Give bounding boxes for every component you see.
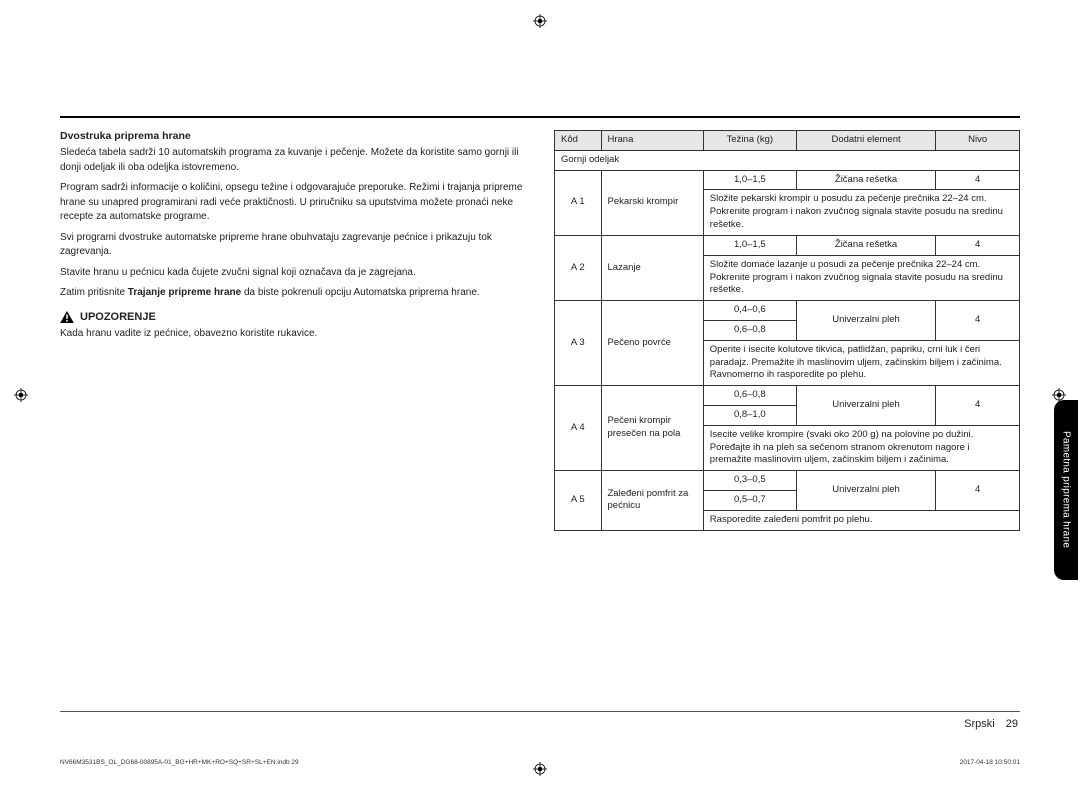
cell-weight: 0,4–0,6 xyxy=(703,301,796,321)
print-footprint: NV66M3531BS_OL_DG68-00895A-01_BG+HR+MK+R… xyxy=(60,759,1020,766)
cell-food: Zaleđeni pomfrit za pećnicu xyxy=(601,471,703,530)
paragraph: Svi programi dvostruke automatske pripre… xyxy=(60,231,526,260)
left-column: Dvostruka priprema hrane Sledeća tabela … xyxy=(60,130,526,531)
table-row: A 3 Pečeno povrće 0,4–0,6 Univerzalni pl… xyxy=(555,301,1020,321)
cell-level: 4 xyxy=(936,235,1020,255)
footer-rule xyxy=(60,711,1020,712)
table-header-row: Kôd Hrana Težina (kg) Dodatni element Ni… xyxy=(555,131,1020,151)
cell-weight: 0,5–0,7 xyxy=(703,491,796,511)
table-row: A 1 Pekarski krompir 1,0–1,5 Žičana reše… xyxy=(555,170,1020,190)
cell-food: Pečeno povrće xyxy=(601,301,703,386)
cell-weight: 1,0–1,5 xyxy=(703,170,796,190)
warning-heading: UPOZORENJE xyxy=(60,311,526,323)
cell-weight: 0,8–1,0 xyxy=(703,406,796,426)
cell-level: 4 xyxy=(936,471,1020,511)
th-level: Nivo xyxy=(936,131,1020,151)
text: Zatim pritisnite xyxy=(60,287,128,298)
footer-language: Srpski xyxy=(964,718,995,730)
cell-note: Rasporedite zaleđeni pomfrit po plehu. xyxy=(703,510,1019,530)
cell-level: 4 xyxy=(936,301,1020,341)
cell-weight: 0,6–0,8 xyxy=(703,320,796,340)
cell-food: Pekarski krompir xyxy=(601,170,703,235)
paragraph: Sledeća tabela sadrži 10 automatskih pro… xyxy=(60,146,526,175)
cell-note: Operite i isecite kolutove tikvica, patl… xyxy=(703,340,1019,385)
cell-acc: Univerzalni pleh xyxy=(796,386,936,426)
th-weight: Težina (kg) xyxy=(703,131,796,151)
crop-mark-left xyxy=(14,388,28,402)
cell-code: A 1 xyxy=(555,170,602,235)
footprint-file: NV66M3531BS_OL_DG68-00895A-01_BG+HR+MK+R… xyxy=(60,759,299,766)
th-food: Hrana xyxy=(601,131,703,151)
cell-note: Isecite velike krompire (svaki oko 200 g… xyxy=(703,425,1019,470)
th-acc: Dodatni element xyxy=(796,131,936,151)
cell-note: Složite domaće lazanje u posudi za pečen… xyxy=(703,255,1019,300)
page-content: Dvostruka priprema hrane Sledeća tabela … xyxy=(60,48,1020,742)
paragraph: Stavite hranu u pećnicu kada čujete zvuč… xyxy=(60,266,526,281)
table-row: A 5 Zaleđeni pomfrit za pećnicu 0,3–0,5 … xyxy=(555,471,1020,491)
cell-code: A 2 xyxy=(555,235,602,300)
text: da biste pokrenuli opciju Automatska pri… xyxy=(241,287,479,298)
footer-page-number: 29 xyxy=(1006,718,1018,730)
right-column: Kôd Hrana Težina (kg) Dodatni element Ni… xyxy=(554,130,1020,531)
footprint-timestamp: 2017-04-18 10:50:01 xyxy=(960,759,1020,766)
cell-food: Lazanje xyxy=(601,235,703,300)
warning-text: Kada hranu vadite iz pećnice, obavezno k… xyxy=(60,327,526,342)
cell-food: Pečeni krompir presečen na pola xyxy=(601,386,703,471)
table-section-row: Gornji odeljak xyxy=(555,150,1020,170)
cell-note: Složite pekarski krompir u posudu za peč… xyxy=(703,190,1019,235)
section-heading: Dvostruka priprema hrane xyxy=(60,130,526,142)
cell-level: 4 xyxy=(936,170,1020,190)
top-rule xyxy=(60,116,1020,118)
inline-bold: Trajanje pripreme hrane xyxy=(128,287,241,298)
cell-code: A 3 xyxy=(555,301,602,386)
cell-weight: 0,6–0,8 xyxy=(703,386,796,406)
section-label: Gornji odeljak xyxy=(555,150,1020,170)
cell-code: A 4 xyxy=(555,386,602,471)
cell-code: A 5 xyxy=(555,471,602,530)
side-tab: Pametna priprema hrane xyxy=(1054,400,1078,580)
paragraph: Zatim pritisnite Trajanje pripreme hrane… xyxy=(60,286,526,301)
cell-acc: Univerzalni pleh xyxy=(796,301,936,341)
warning-icon xyxy=(60,311,74,323)
cell-weight: 0,3–0,5 xyxy=(703,471,796,491)
cell-acc: Žičana rešetka xyxy=(796,235,936,255)
paragraph: Program sadrži informacije o količini, o… xyxy=(60,181,526,225)
th-code: Kôd xyxy=(555,131,602,151)
table-row: A 4 Pečeni krompir presečen na pola 0,6–… xyxy=(555,386,1020,406)
cell-acc: Žičana rešetka xyxy=(796,170,936,190)
programs-table: Kôd Hrana Težina (kg) Dodatni element Ni… xyxy=(554,130,1020,531)
page-footer: Srpski 29 xyxy=(964,718,1018,730)
warning-label: UPOZORENJE xyxy=(80,311,156,323)
table-row: A 2 Lazanje 1,0–1,5 Žičana rešetka 4 xyxy=(555,235,1020,255)
crop-mark-top xyxy=(533,14,547,28)
side-tab-label: Pametna priprema hrane xyxy=(1061,431,1072,548)
cell-acc: Univerzalni pleh xyxy=(796,471,936,511)
cell-weight: 1,0–1,5 xyxy=(703,235,796,255)
cell-level: 4 xyxy=(936,386,1020,426)
